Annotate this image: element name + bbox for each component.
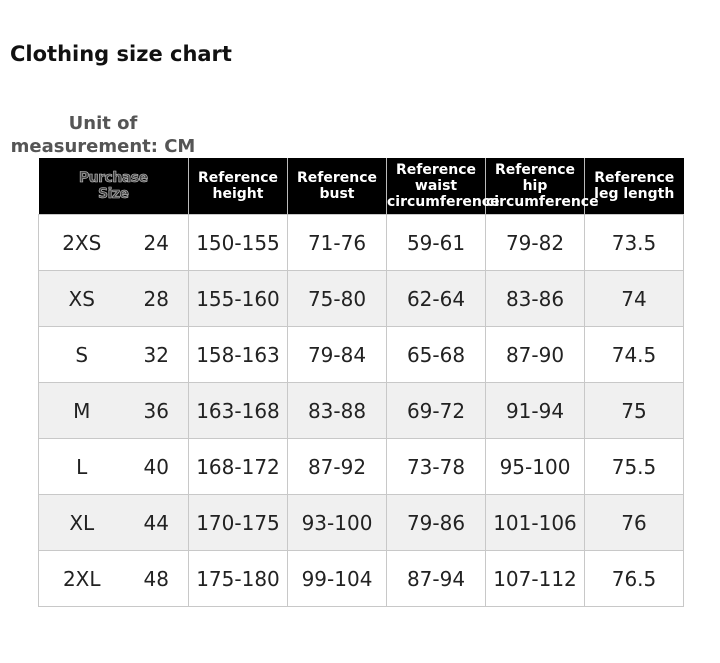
table-cell: 95-100 xyxy=(485,438,585,495)
table-cell: 73-78 xyxy=(386,438,486,495)
table-cell: L xyxy=(38,438,125,495)
column-header: Reference height xyxy=(188,158,288,215)
table-cell: 28 xyxy=(124,270,189,327)
table-cell: 62-64 xyxy=(386,270,486,327)
table-cell: 36 xyxy=(124,382,189,439)
table-cell: 83-86 xyxy=(485,270,585,327)
table-cell: 87-92 xyxy=(287,438,387,495)
table-cell: 175-180 xyxy=(188,550,288,607)
column-header: Reference leg length xyxy=(584,158,684,215)
table-cell: 75 xyxy=(584,382,684,439)
table-cell: 24 xyxy=(124,214,189,271)
table-cell: XS xyxy=(38,270,125,327)
table-cell: 73.5 xyxy=(584,214,684,271)
column-header: Purchase Size xyxy=(38,158,189,215)
table-cell: 163-168 xyxy=(188,382,288,439)
table-cell: 91-94 xyxy=(485,382,585,439)
table-cell: 158-163 xyxy=(188,326,288,383)
table-cell: 48 xyxy=(124,550,189,607)
table-cell: XL xyxy=(38,494,125,551)
table-row: M 36 163-168 83-88 69-72 91-94 75 xyxy=(38,382,684,439)
table-cell: S xyxy=(38,326,125,383)
table-cell: 2XL xyxy=(38,550,125,607)
table-cell: 79-84 xyxy=(287,326,387,383)
table-cell: 32 xyxy=(124,326,189,383)
table-cell: 168-172 xyxy=(188,438,288,495)
size-table: Purchase Size Reference height Reference b… xyxy=(38,158,684,607)
table-cell: 74 xyxy=(584,270,684,327)
table-cell: 79-86 xyxy=(386,494,486,551)
table-row: S 32 158-163 79-84 65-68 87-90 74.5 xyxy=(38,326,684,383)
table-cell: 69-72 xyxy=(386,382,486,439)
table-row: XS 28 155-160 75-80 62-64 83-86 74 xyxy=(38,270,684,327)
table-cell: 59-61 xyxy=(386,214,486,271)
header-row: Purchase Size Reference height Reference b… xyxy=(38,158,684,215)
table-cell: 87-94 xyxy=(386,550,486,607)
table-cell: 99-104 xyxy=(287,550,387,607)
page-title: Clothing size chart xyxy=(10,42,232,66)
table-cell: 93-100 xyxy=(287,494,387,551)
table-cell: 107-112 xyxy=(485,550,585,607)
unit-note: Unit of measurement: CM xyxy=(10,113,196,157)
table-cell: 65-68 xyxy=(386,326,486,383)
table-row: XL 44 170-175 93-100 79-86 101-106 76 xyxy=(38,494,684,551)
table-cell: 76.5 xyxy=(584,550,684,607)
table-row: 2XL 48 175-180 99-104 87-94 107-112 76.5 xyxy=(38,550,684,607)
table-cell: 2XS xyxy=(38,214,125,271)
table-cell: M xyxy=(38,382,125,439)
column-header: Reference hip circumference xyxy=(485,158,599,215)
column-header: Reference waist circumference xyxy=(386,158,500,215)
table-cell: 101-106 xyxy=(485,494,585,551)
column-header: Reference bust xyxy=(287,158,387,215)
table-cell: 75.5 xyxy=(584,438,684,495)
table-cell: 170-175 xyxy=(188,494,288,551)
table-cell: 74.5 xyxy=(584,326,684,383)
table-cell: 83-88 xyxy=(287,382,387,439)
table-cell: 71-76 xyxy=(287,214,387,271)
table-row: L 40 168-172 87-92 73-78 95-100 75.5 xyxy=(38,438,684,495)
table-cell: 75-80 xyxy=(287,270,387,327)
table-cell: 79-82 xyxy=(485,214,585,271)
table-cell: 150-155 xyxy=(188,214,288,271)
table-body: 2XS 24 150-155 71-76 59-61 79-82 73.5 XS 28 155-1… xyxy=(38,214,684,607)
table-row: 2XS 24 150-155 71-76 59-61 79-82 73.5 xyxy=(38,214,684,271)
table-cell: 76 xyxy=(584,494,684,551)
table-cell: 87-90 xyxy=(485,326,585,383)
table-cell: 40 xyxy=(124,438,189,495)
table-cell: 155-160 xyxy=(188,270,288,327)
table-cell: 44 xyxy=(124,494,189,551)
